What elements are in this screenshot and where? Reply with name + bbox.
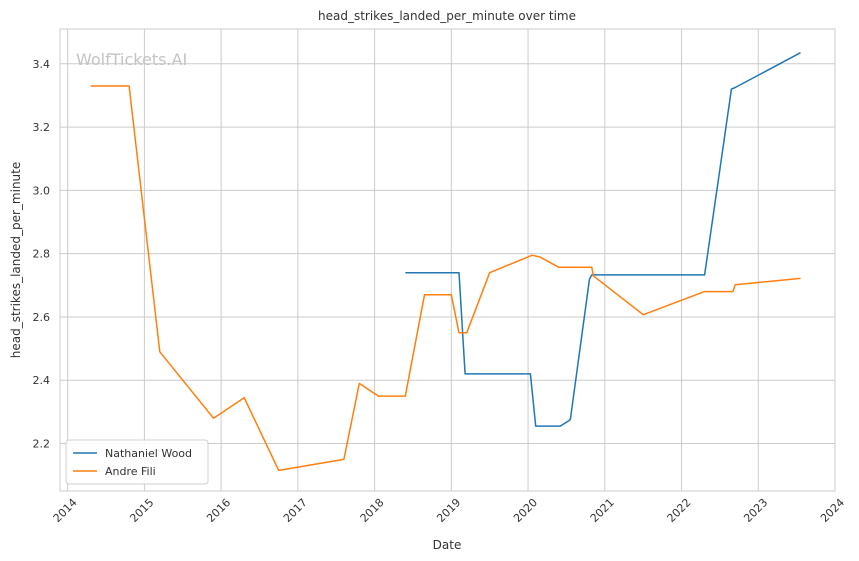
legend-box bbox=[65, 439, 209, 485]
y-tick-label: 2.4 bbox=[33, 374, 51, 387]
plot-area bbox=[60, 29, 835, 491]
y-tick-label: 2.6 bbox=[33, 311, 51, 324]
y-axis-label: head_strikes_landed_per_minute bbox=[9, 162, 23, 359]
legend: Nathaniel Wood Andre Fili bbox=[65, 439, 209, 485]
x-axis-label: Date bbox=[433, 538, 462, 552]
legend-label: Andre Fili bbox=[105, 465, 156, 478]
legend-label: Nathaniel Wood bbox=[105, 447, 192, 460]
y-tick-label: 3.2 bbox=[33, 121, 51, 134]
series-line-andre-fili bbox=[90, 85, 801, 472]
y-tick-label: 3.0 bbox=[33, 184, 51, 197]
y-tick-label: 2.8 bbox=[33, 248, 51, 261]
chart-title: head_strikes_landed_per_minute over time bbox=[318, 9, 576, 23]
y-tick-label: 3.4 bbox=[33, 58, 51, 71]
series-line-nathaniel-wood bbox=[405, 52, 801, 427]
plot-frame bbox=[59, 28, 836, 492]
series-layer bbox=[90, 52, 801, 472]
y-tick-labels: 2.2 2.4 2.6 2.8 3.0 3.2 3.4 bbox=[33, 58, 51, 451]
watermark: WolfTickets.AI bbox=[76, 50, 187, 69]
y-tick-label: 2.2 bbox=[33, 438, 51, 451]
